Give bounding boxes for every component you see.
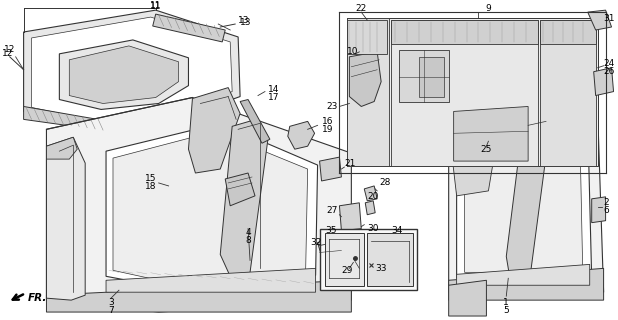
Text: 27: 27 [326, 206, 337, 215]
Text: 20: 20 [367, 192, 379, 201]
Text: 23: 23 [326, 102, 337, 111]
Polygon shape [449, 268, 604, 300]
Polygon shape [540, 20, 596, 166]
Text: 6: 6 [604, 206, 609, 215]
Text: FR.: FR. [28, 293, 47, 303]
Polygon shape [449, 280, 486, 316]
Text: 3: 3 [108, 298, 114, 307]
Polygon shape [320, 157, 341, 181]
Polygon shape [391, 20, 538, 166]
Polygon shape [364, 186, 377, 201]
Polygon shape [449, 123, 493, 196]
Polygon shape [23, 10, 240, 129]
Polygon shape [46, 98, 352, 312]
Text: 12: 12 [2, 49, 14, 58]
Text: 33: 33 [375, 264, 387, 273]
Polygon shape [153, 14, 225, 42]
Text: 10: 10 [347, 47, 359, 56]
Polygon shape [188, 88, 240, 173]
Text: 21: 21 [344, 159, 356, 168]
Polygon shape [46, 280, 352, 312]
Text: 22: 22 [355, 4, 367, 13]
Polygon shape [46, 137, 77, 159]
Polygon shape [318, 239, 344, 266]
Polygon shape [225, 173, 255, 206]
Text: 9: 9 [486, 4, 491, 13]
Polygon shape [465, 128, 583, 272]
Polygon shape [365, 201, 375, 215]
Polygon shape [347, 18, 389, 166]
Polygon shape [347, 18, 598, 166]
Polygon shape [320, 228, 417, 290]
Polygon shape [506, 117, 548, 280]
Polygon shape [367, 233, 413, 286]
Text: 14: 14 [268, 85, 279, 94]
Text: 5: 5 [504, 306, 509, 315]
Text: 4: 4 [245, 228, 251, 237]
Text: 32: 32 [310, 238, 321, 247]
Polygon shape [540, 20, 596, 44]
Text: 26: 26 [604, 67, 615, 76]
Text: 15: 15 [145, 174, 157, 183]
Text: 11: 11 [150, 2, 161, 11]
Polygon shape [32, 17, 232, 123]
Text: 34: 34 [391, 226, 402, 235]
Polygon shape [69, 46, 179, 103]
Polygon shape [588, 10, 612, 30]
Text: 12: 12 [4, 45, 15, 54]
Polygon shape [288, 121, 315, 149]
Text: 30: 30 [367, 224, 379, 233]
Text: 16: 16 [321, 117, 333, 126]
Text: 1: 1 [504, 298, 509, 307]
Polygon shape [339, 203, 362, 231]
Polygon shape [347, 20, 387, 54]
Polygon shape [391, 20, 538, 44]
Polygon shape [106, 123, 318, 286]
Polygon shape [113, 131, 308, 280]
Polygon shape [240, 100, 270, 143]
Text: 31: 31 [604, 13, 615, 23]
Text: 17: 17 [268, 93, 279, 102]
Text: 13: 13 [240, 18, 252, 27]
Text: 7: 7 [108, 306, 114, 315]
Polygon shape [457, 121, 591, 278]
Polygon shape [449, 111, 604, 292]
Text: 8: 8 [245, 236, 251, 245]
Text: 28: 28 [379, 179, 391, 188]
Polygon shape [220, 119, 268, 276]
Text: 29: 29 [342, 266, 353, 275]
Polygon shape [419, 57, 444, 97]
Polygon shape [457, 264, 590, 285]
Text: 35: 35 [326, 226, 337, 235]
Polygon shape [399, 50, 449, 101]
Text: 19: 19 [321, 125, 333, 134]
Polygon shape [59, 40, 188, 109]
Text: 18: 18 [145, 182, 157, 191]
Polygon shape [106, 268, 316, 292]
Polygon shape [46, 137, 85, 300]
Text: 13: 13 [238, 16, 250, 25]
Polygon shape [591, 197, 606, 223]
Text: 25: 25 [481, 145, 492, 154]
Polygon shape [23, 107, 109, 131]
Text: 11: 11 [150, 1, 161, 10]
Polygon shape [594, 68, 614, 96]
Text: 24: 24 [604, 59, 615, 68]
Text: 2: 2 [604, 198, 609, 207]
Polygon shape [324, 233, 364, 286]
Polygon shape [349, 52, 381, 107]
Polygon shape [454, 107, 528, 161]
